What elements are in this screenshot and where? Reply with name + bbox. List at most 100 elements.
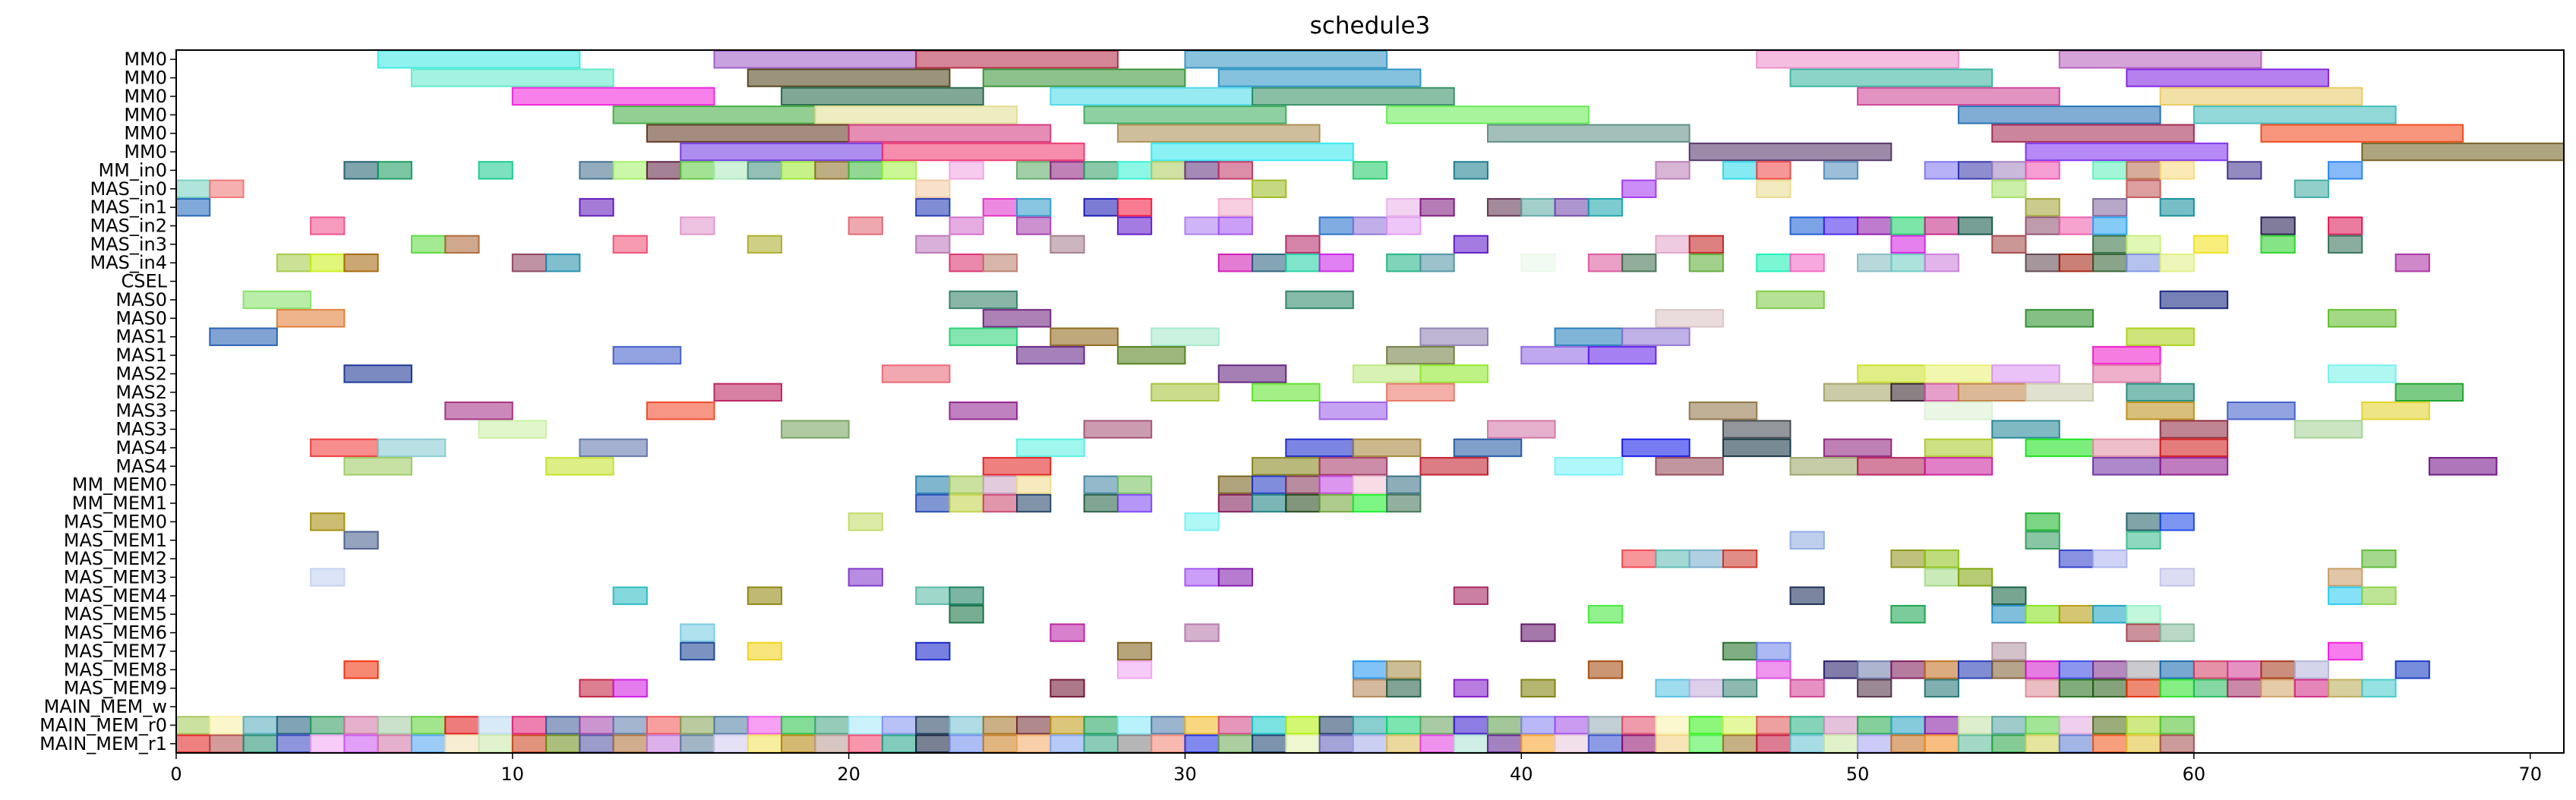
task-bar (982, 197, 1018, 217)
task-bar (1688, 401, 1758, 420)
task-bar (478, 420, 548, 439)
task-bar (1217, 364, 1287, 383)
task-bar (2025, 309, 2095, 328)
task-bar (747, 641, 783, 661)
task-bar (1621, 254, 1657, 272)
chart-title: schedule3 (1310, 12, 1431, 39)
task-bar (1116, 345, 1186, 365)
task-bar (1386, 106, 1589, 124)
task-bar (1756, 290, 1825, 310)
row-label: MM0 (124, 68, 167, 89)
task-bar (1285, 716, 1321, 735)
task-bar (545, 716, 581, 735)
task-bar (2328, 568, 2363, 587)
row-label: MAS_MEM3 (64, 567, 167, 588)
task-bar (1722, 734, 1758, 754)
task-bar (747, 235, 783, 254)
task-bar (1318, 734, 1354, 754)
task-bar (1252, 716, 1287, 735)
task-bar (612, 586, 648, 606)
task-bar (612, 679, 648, 698)
task-bar (646, 124, 850, 143)
task-bar (1957, 734, 1994, 754)
task-bar (1655, 679, 1690, 698)
task-bar (848, 512, 883, 531)
task-bar (1991, 364, 2060, 383)
row-label: MAS_MEM6 (64, 622, 167, 644)
task-bar (1016, 716, 1052, 735)
task-bar (1386, 679, 1422, 698)
task-bar (1756, 49, 1959, 69)
row-label: MAS0 (115, 307, 167, 329)
task-bar (1352, 716, 1388, 735)
task-bar (1217, 716, 1254, 735)
task-bar (2058, 660, 2095, 679)
task-bar (2394, 254, 2430, 272)
task-bar (1116, 161, 1153, 180)
task-bar (1621, 734, 1657, 754)
task-bar (1386, 716, 1422, 735)
task-bar (1924, 457, 1994, 476)
task-bar (1655, 457, 1724, 476)
task-bar (1991, 716, 2027, 735)
task-bar (2361, 586, 2397, 606)
task-bar (478, 716, 513, 735)
task-bar (2260, 124, 2464, 143)
task-bar (713, 383, 783, 402)
task-bar (646, 716, 682, 735)
task-bar (343, 254, 379, 272)
task-bar (1318, 493, 1354, 513)
task-bar (1486, 716, 1523, 735)
task-bar (1016, 493, 1052, 513)
task-bar (1419, 254, 1455, 272)
task-bar (949, 327, 1018, 346)
task-bar (1453, 734, 1488, 754)
task-bar (2092, 605, 2128, 624)
task-bar (1116, 493, 1153, 513)
row-label: MAS_in1 (90, 197, 167, 218)
task-bar (1016, 734, 1052, 754)
task-bar (1318, 475, 1354, 494)
task-bar (1252, 457, 1321, 476)
task-bar (2260, 660, 2296, 679)
task-bar (1924, 679, 1959, 698)
task-bar (1050, 623, 1085, 642)
task-bar (781, 87, 984, 106)
task-bar (242, 734, 278, 754)
task-bar (949, 605, 984, 624)
task-bar (1217, 216, 1254, 235)
task-bar (1991, 161, 2027, 180)
task-bar (444, 716, 480, 735)
task-bar (209, 179, 245, 198)
task-bar (1823, 161, 1859, 180)
task-bar (1050, 734, 1085, 754)
task-bar (646, 401, 715, 420)
task-bar (1016, 216, 1052, 235)
task-bar (1050, 235, 1085, 254)
task-bar (1890, 216, 1926, 235)
task-bar (2126, 512, 2161, 531)
task-bar (949, 216, 984, 235)
task-bar (814, 734, 850, 754)
task-bar (1419, 327, 1488, 346)
task-bar (1890, 605, 1926, 624)
task-bar (1756, 641, 1792, 661)
task-bar (2092, 254, 2128, 272)
task-bar (848, 216, 883, 235)
task-bar (747, 68, 951, 87)
task-bar (982, 734, 1018, 754)
task-bar (781, 161, 816, 180)
task-bar (1587, 254, 1624, 272)
task-bar (1857, 679, 1893, 698)
task-bar (612, 345, 682, 365)
task-bar (377, 161, 412, 180)
task-bar (2293, 179, 2330, 198)
task-bar (1890, 734, 1926, 754)
task-bar (1520, 254, 1556, 272)
task-bar (1318, 716, 1354, 735)
x-tick-label: 20 (837, 764, 860, 785)
task-bar (2227, 161, 2262, 180)
row-label: MAS_MEM7 (64, 641, 167, 662)
task-bar (1924, 549, 1959, 569)
row-label: MM0 (124, 86, 167, 107)
